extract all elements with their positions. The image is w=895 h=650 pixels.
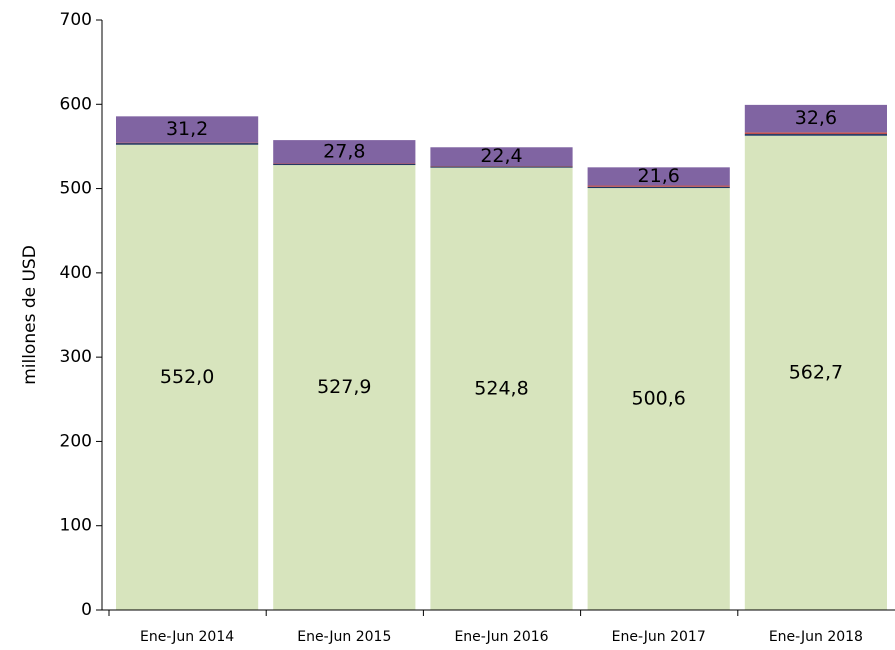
y-axis-label: millones de USD	[20, 245, 40, 385]
bar-segment	[587, 188, 730, 610]
x-tick-label: Ene-Jun 2015	[297, 629, 391, 645]
x-tick-label: Ene-Jun 2017	[612, 629, 706, 645]
bar-segment	[430, 166, 573, 168]
y-tick-label: 400	[60, 263, 92, 283]
data-label: 31,2	[166, 118, 208, 140]
bar-segment	[116, 144, 259, 610]
bar-segment	[273, 165, 416, 610]
bar-segment	[273, 140, 416, 164]
data-label: 21,6	[638, 165, 680, 187]
data-label: 527,9	[317, 376, 371, 398]
data-label: 22,4	[480, 145, 522, 167]
bar-segment	[273, 163, 416, 166]
y-tick-label: 0	[81, 600, 92, 620]
data-label: 524,8	[474, 377, 528, 399]
y-tick-label: 500	[60, 179, 92, 199]
bar-segment	[430, 147, 573, 167]
x-tick-label: Ene-Jun 2018	[769, 629, 863, 645]
data-label: 32,6	[795, 107, 837, 129]
data-label: 27,8	[323, 140, 365, 162]
bar-segment	[273, 163, 416, 165]
data-label: 562,7	[789, 361, 843, 383]
y-tick-label: 300	[60, 347, 92, 367]
bar-segment	[116, 142, 259, 144]
bar-segment	[744, 134, 887, 136]
y-tick-label: 100	[60, 516, 92, 536]
bar-segment	[116, 143, 259, 145]
bar-segment	[744, 135, 887, 610]
y-tick-label: 200	[60, 431, 92, 451]
x-tick-label: Ene-Jun 2016	[454, 629, 548, 645]
data-label: 552,0	[160, 366, 214, 388]
y-tick-label: 600	[60, 94, 92, 114]
y-tick-label: 700	[60, 10, 92, 30]
x-tick-label: Ene-Jun 2014	[140, 629, 234, 645]
bar-segment	[116, 116, 259, 143]
bar-segment	[744, 104, 887, 133]
bar-segment	[430, 166, 573, 167]
bar-segment	[587, 185, 730, 187]
bar-segment	[430, 167, 573, 610]
bar-segment	[587, 186, 730, 189]
data-label: 500,6	[631, 388, 685, 410]
bar-segment	[587, 167, 730, 186]
bar-segment	[744, 132, 887, 135]
